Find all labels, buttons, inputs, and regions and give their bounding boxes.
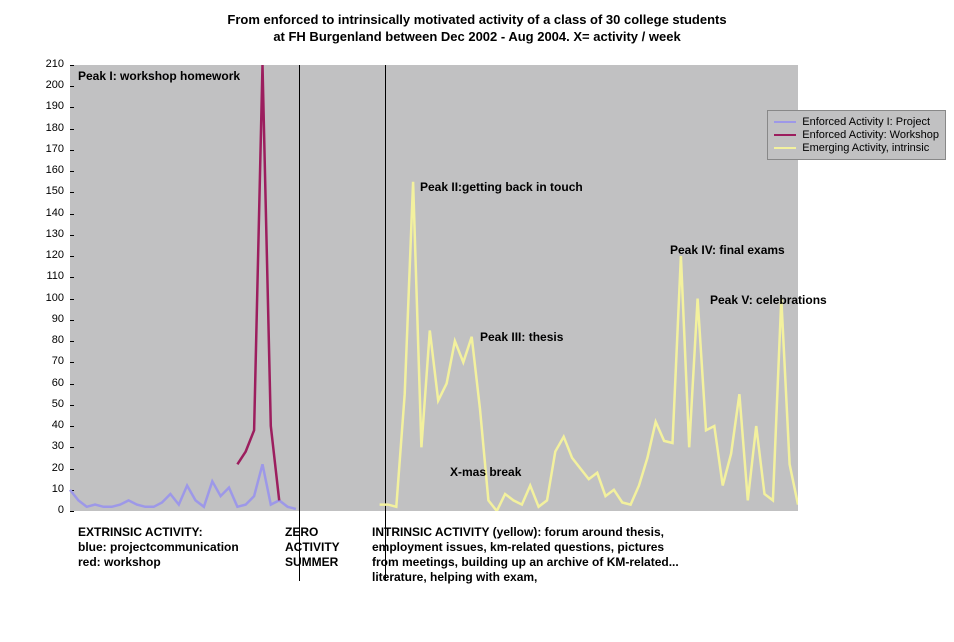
chart-annotation: Peak III: thesis	[480, 330, 563, 344]
chart-area: 0102030405060708090100110120130140150160…	[50, 65, 798, 511]
phase-label: INTRINSIC ACTIVITY (yellow): forum aroun…	[372, 525, 792, 585]
chart-annotation: X-mas break	[450, 465, 521, 479]
legend-item-intrinsic: Emerging Activity, intrinsic	[774, 142, 939, 154]
legend-item-workshop: Enforced Activity: Workshop	[774, 129, 939, 141]
y-tick-mark	[70, 511, 74, 512]
chart-title: From enforced to intrinsically motivated…	[0, 12, 954, 46]
legend: Enforced Activity I: Project Enforced Ac…	[767, 110, 946, 160]
legend-swatch	[774, 121, 796, 123]
series-line	[70, 464, 296, 509]
phase-label: EXTRINSIC ACTIVITY: blue: projectcommuni…	[78, 525, 278, 570]
chart-annotation: Peak IV: final exams	[670, 243, 785, 257]
legend-label: Enforced Activity I: Project	[802, 116, 930, 128]
chart-annotation: Peak II:getting back in touch	[420, 180, 583, 194]
legend-item-project: Enforced Activity I: Project	[774, 116, 939, 128]
title-line-2: at FH Burgenland between Dec 2002 - Aug …	[273, 29, 680, 44]
legend-swatch	[774, 134, 796, 136]
chart-annotation: Peak V: celebrations	[710, 293, 827, 307]
series-line	[380, 182, 798, 511]
title-line-1: From enforced to intrinsically motivated…	[227, 12, 726, 27]
series-line	[237, 65, 296, 505]
legend-swatch	[774, 147, 796, 149]
chart-lines-svg	[50, 65, 798, 511]
legend-label: Enforced Activity: Workshop	[802, 129, 939, 141]
legend-label: Emerging Activity, intrinsic	[802, 142, 929, 154]
chart-annotation: Peak I: workshop homework	[78, 69, 240, 83]
phase-label: ZERO ACTIVITY SUMMER	[285, 525, 365, 570]
